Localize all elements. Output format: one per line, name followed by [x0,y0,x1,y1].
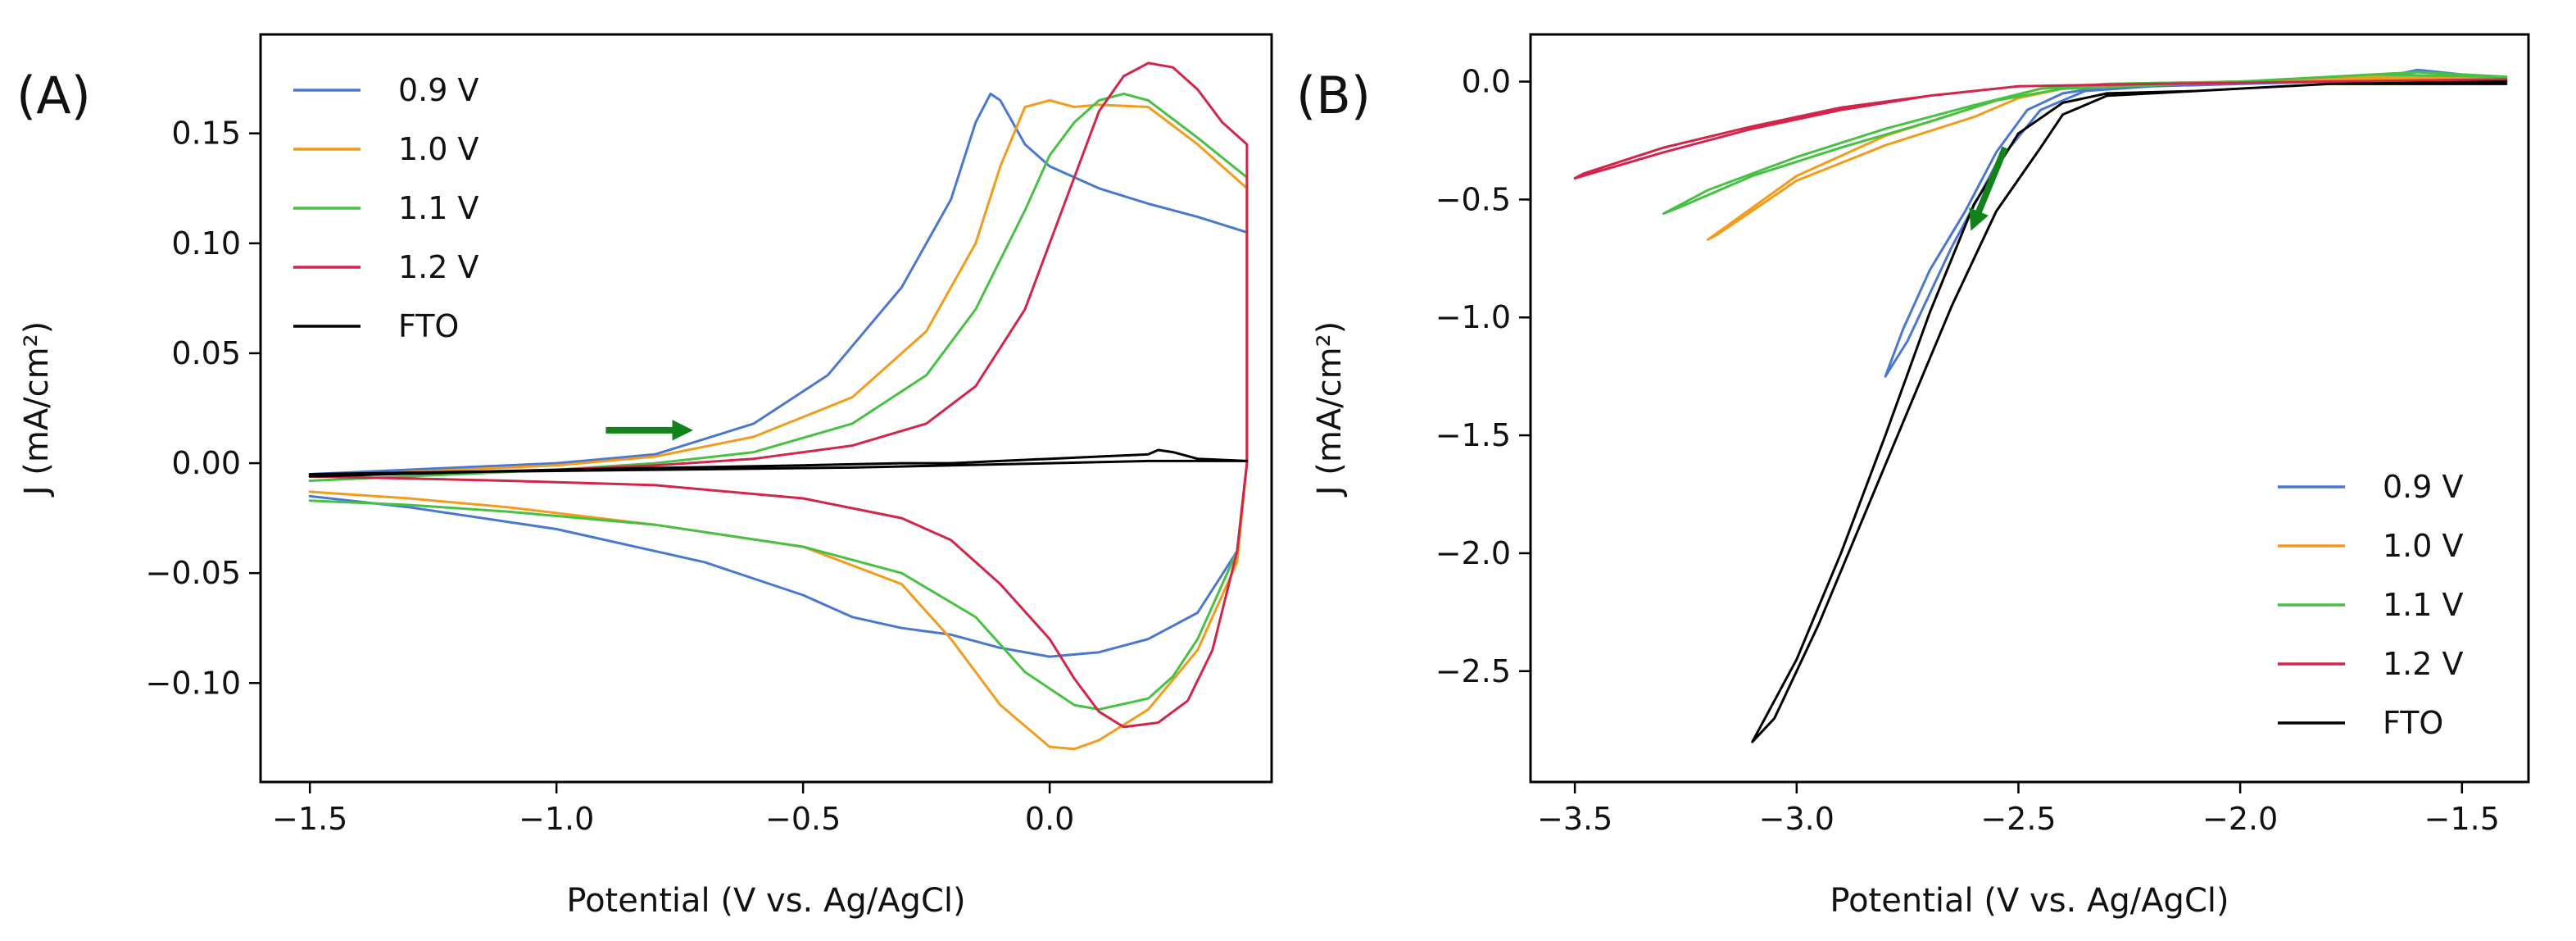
panel-b-x-tick-label: −3.0 [1759,801,1834,837]
panel-a-legend-label-fto: FTO [398,308,459,344]
panel-a-label: (A) [16,66,91,125]
panel-a-legend-label-1-0v: 1.0 V [398,131,479,167]
panel-a-legend: 0.9 V 1.0 V 1.1 V 1.2 V FTO [293,72,479,344]
panel-b-label: (B) [1296,66,1371,125]
panel-b-x-tick-label: −3.5 [1537,801,1612,837]
panel-b-y-tick-label: −1.0 [1435,299,1511,335]
panel-b-y-tick-label: −2.5 [1435,653,1511,689]
panel-b-x-axis-title: Potential (V vs. Ag/AgCl) [1830,882,2229,920]
panel-a-legend-label-1-1v: 1.1 V [398,190,479,226]
panel-a-y-tick-label: 0.05 [171,335,241,371]
panel-a-series-1-2v-line [308,61,1249,729]
panel-a-x-tick-label: −1.0 [519,801,594,837]
panel-a-series-1-1v-line [308,92,1249,711]
panel-b-series-1-0v-line [1707,75,2508,241]
panel-b-plot-frame [1529,33,2530,784]
panel-b-legend-label-fto: FTO [2383,705,2443,741]
panel-a-y-tick-label: −0.05 [146,555,241,591]
panel-a-y-tick-label: 0.00 [171,445,241,481]
panel-a-legend-label-0-9v: 0.9 V [398,72,479,108]
panel-b-y-tick-label: −0.5 [1435,181,1511,217]
panel-a-series-0-9v-line [308,92,1249,658]
panel-a-plot-frame [259,33,1273,784]
panel-a-y-tick-label: −0.10 [146,665,241,701]
panel-b-legend-label-1-2v: 1.2 V [2383,646,2464,682]
panel-b-y-tick-label: 0.0 [1462,64,1511,100]
panel-a-x-tick-label: −1.5 [272,801,347,837]
panel-b-legend: 0.9 V 1.0 V 1.1 V 1.2 V FTO [2278,469,2464,741]
panel-b-y-axis-title: J (mA/cm²) [1311,321,1349,498]
panel-a-series-fto-line [308,448,1249,478]
panel-a-x-tick-label: −0.5 [765,801,841,837]
panel-b-series-fto-line [1751,80,2508,743]
panel-a-x-axis-title: Potential (V vs. Ag/AgCl) [566,882,965,920]
panel-a-y-tick-label: 0.10 [171,225,241,261]
panel-b-legend-label-1-1v: 1.1 V [2383,587,2464,623]
panel-b-series-1-2v-line [1573,78,2508,180]
panel-a-y-tick-label: 0.15 [171,116,241,152]
panel-a-legend-label-1-2v: 1.2 V [398,249,479,285]
panel-b-legend-label-1-0v: 1.0 V [2383,528,2464,564]
panel-b-chart: (B) −3.5 −3.0 −2.5 −2.0 −1.5 −2.5 −2.0 −1.5 −1.0… [1296,33,2530,920]
panel-a-y-axis-title: J (mA/cm²) [18,321,56,498]
panel-b-series-1-1v-line [1662,70,2508,216]
panel-b-legend-label-0-9v: 0.9 V [2383,469,2464,505]
panel-b-x-tick-label: −1.5 [2424,801,2500,837]
panel-a-x-tick-label: 0.0 [1025,801,1074,837]
panel-b-x-tick-label: −2.5 [1980,801,2056,837]
panel-b-y-tick-label: −2.0 [1435,535,1511,571]
panel-a-chart: (A) −1.5 −1.0 −0.5 0.0 −0.10 −0.05 0.00 0.05 0.1… [16,33,1273,920]
panel-b-x-tick-label: −2.0 [2202,801,2278,837]
panel-b-scan-direction-arrow [1969,146,2008,231]
panel-b-y-tick-label: −1.5 [1435,417,1511,453]
